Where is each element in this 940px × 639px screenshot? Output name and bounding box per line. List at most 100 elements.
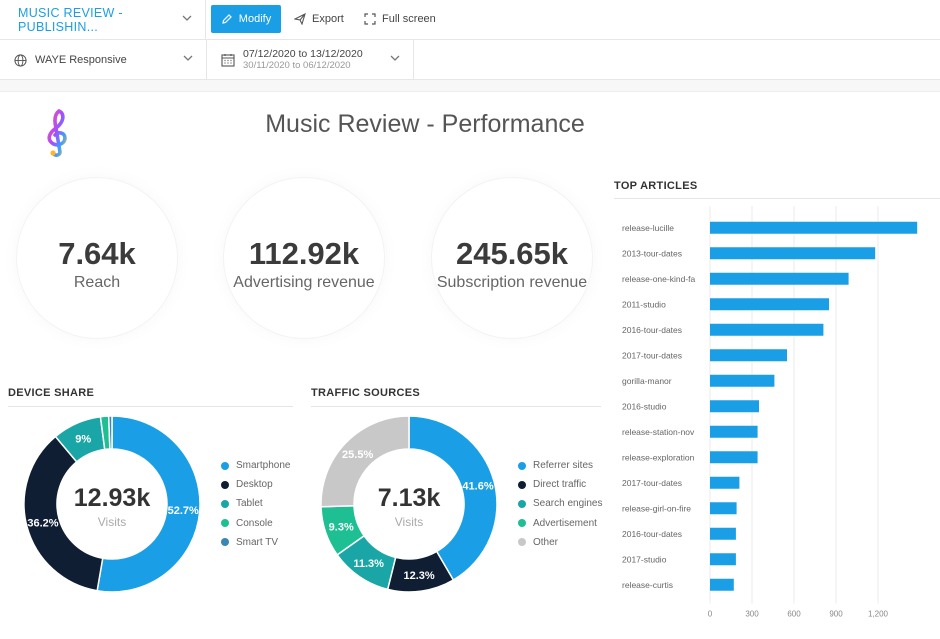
slice-label: 9% [75,434,91,446]
bar[interactable] [710,527,736,540]
category-label: 2016-tour-dates [622,529,682,539]
slice-label: 41.6% [462,480,493,492]
bar[interactable] [710,476,740,489]
chevron-down-icon [390,55,400,61]
legend-item[interactable]: Smartphone [221,456,290,475]
export-label: Export [312,13,344,25]
bar[interactable] [710,349,787,362]
category-label: 2017-studio [622,554,667,564]
legend-item[interactable]: Smart TV [221,533,290,552]
slice-label: 11.3% [353,558,384,570]
kpi-label: Subscription revenue [436,274,588,291]
donut-slice[interactable] [96,415,201,593]
category-label: release-exploration [622,452,695,462]
traffic-visits-value: 7.13k [377,484,441,512]
legend-label: Referrer sites [533,460,594,472]
kpi-label: Reach [73,274,121,291]
legend-dot [518,480,526,489]
device-visits-value: 12.93k [73,484,151,512]
kpi-advertising-revenue: 112.92k Advertising revenue [224,178,384,338]
donut-slice[interactable] [23,435,104,592]
divider [8,406,293,407]
top-articles-title: TOP ARTICLES [614,180,698,192]
donut-slice[interactable] [320,415,410,508]
legend-label: Smartphone [236,460,291,472]
export-button[interactable]: Export [294,5,344,33]
legend-item[interactable]: Tablet [221,494,290,513]
category-label: 2013-tour-dates [622,248,682,258]
fullscreen-button[interactable]: Full screen [364,5,436,33]
device-share-legend: Smartphone Desktop Tablet Console Smart TV [221,456,290,552]
legend-label: Other [533,536,559,548]
report-name: MUSIC REVIEW - PUBLISHIN... [18,6,123,34]
kpi-subscription-revenue: 245.65k Subscription revenue [432,178,592,338]
kpi-value: 245.65k [455,236,569,271]
bar[interactable] [710,578,734,591]
legend-item[interactable]: Other [518,533,603,552]
traffic-sources-legend: Referrer sites Direct traffic Search engin… [518,456,603,552]
legend-dot [221,480,229,489]
legend-dot [518,538,526,547]
chevron-down-icon [182,15,192,21]
modify-label: Modify [238,13,272,25]
legend-dot [518,461,526,470]
bar[interactable] [710,400,759,413]
category-label: release-girl-on-fire [622,503,691,513]
bar[interactable] [710,323,824,336]
calendar-icon [221,54,235,67]
bar[interactable] [710,425,758,438]
slice-label: 25.5% [342,449,373,461]
fullscreen-label: Full screen [382,13,436,25]
top-articles-bar-chart: 0 300 600 900 1,200 release-lucille 2013-tour-… [622,206,918,619]
legend-label: Smart TV [236,536,279,548]
report-selector[interactable]: MUSIC REVIEW - PUBLISHIN... [0,0,206,40]
kpi-label: Advertising revenue [233,274,375,291]
bar[interactable] [710,221,918,234]
legend-label: Desktop [236,479,273,491]
legend-label: Direct traffic [533,479,587,491]
category-label: release-lucille [622,223,674,233]
donut-slice[interactable] [408,415,498,582]
legend-item[interactable]: Direct traffic [518,475,603,494]
bar[interactable] [710,272,849,285]
legend-item[interactable]: Desktop [221,475,290,494]
x-tick-label: 300 [745,610,759,619]
slice-label: 52.7% [168,505,199,517]
category-label: 2017-tour-dates [622,350,682,360]
category-label: release-station-nov [622,427,695,437]
globe-icon [14,53,27,67]
kpi-reach: 7.64k Reach [17,178,177,338]
top-toolbar: MUSIC REVIEW - PUBLISHIN... Modify Expor… [0,0,940,40]
device-share-center: 12.93k Visits [47,484,177,529]
date-range-selector[interactable]: 07/12/2020 to 13/12/2020 30/11/2020 to 0… [207,40,414,80]
category-label: 2017-tour-dates [622,478,682,488]
bar[interactable] [710,374,775,387]
legend-item[interactable]: Referrer sites [518,456,603,475]
treble-clef-logo [47,109,67,157]
category-label: 2011-studio [622,299,666,309]
x-tick-label: 900 [829,610,843,619]
legend-item[interactable]: Search engines [518,494,603,513]
bar[interactable] [710,298,829,311]
category-label: gorilla-manor [622,376,672,386]
filter-bar: WAYE Responsive 07/12/2020 to 13/12/2020… [0,40,940,80]
bar[interactable] [710,502,737,515]
bar[interactable] [710,553,736,566]
slice-label: 36.2% [27,518,58,530]
legend-dot [221,519,229,528]
donut-slice[interactable] [107,415,113,450]
bar[interactable] [710,247,876,260]
bar[interactable] [710,451,758,464]
site-selector[interactable]: WAYE Responsive [0,40,207,80]
category-label: release-one-kind-fa [622,274,696,284]
traffic-visits-label: Visits [394,515,424,529]
traffic-sources-title: TRAFFIC SOURCES [311,387,420,399]
divider [614,198,940,199]
legend-label: Console [236,517,273,529]
legend-dot [221,499,229,508]
legend-item[interactable]: Console [221,514,290,533]
slice-label: 9.3% [329,522,354,534]
device-visits-label: Visits [97,515,127,529]
legend-item[interactable]: Advertisement [518,514,603,533]
modify-button[interactable]: Modify [211,5,281,33]
